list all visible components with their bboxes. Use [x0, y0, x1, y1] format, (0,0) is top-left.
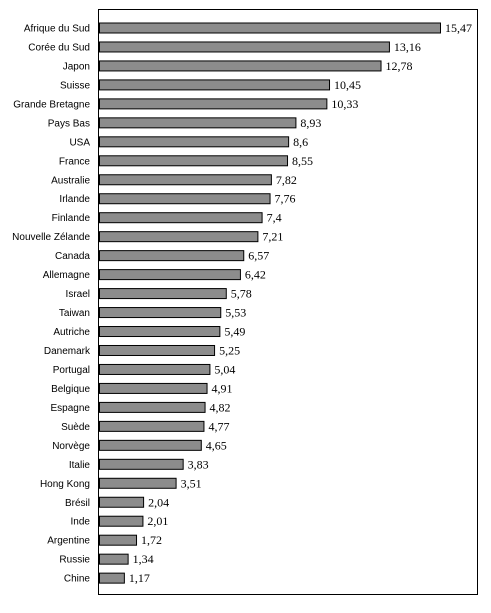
bar-canada	[99, 250, 245, 262]
category-label-afrique-du-sud: Afrique du Sud	[24, 24, 90, 35]
bar-grande-bretagne	[99, 98, 328, 110]
bar-portugal	[99, 363, 211, 375]
bar-irlande	[99, 193, 271, 205]
value-label-bresil: 2,04	[148, 495, 169, 509]
bars-group	[99, 22, 441, 584]
category-label-italie: Italie	[69, 460, 91, 471]
bar-allemagne	[99, 269, 241, 281]
value-label-norvege: 4,65	[206, 438, 227, 452]
category-label-france: France	[59, 156, 91, 167]
category-label-nouvelle-zelande: Nouvelle Zélande	[12, 232, 90, 243]
category-label-inde: Inde	[71, 517, 91, 528]
value-label-italie: 3,83	[188, 457, 209, 471]
bar-chine	[99, 572, 125, 584]
value-label-grande-bretagne: 10,33	[331, 97, 358, 111]
bar-norvege	[99, 439, 202, 451]
bar-france	[99, 155, 289, 167]
bar-afrique-du-sud	[99, 22, 441, 34]
bar-hong-kong	[99, 477, 177, 489]
bar-argentine	[99, 534, 138, 546]
bar-suede	[99, 420, 205, 432]
category-label-espagne: Espagne	[51, 403, 91, 414]
value-labels-group: 15,47 13,16 12,78 10,45 10,33 8,93 8,6 8,55 7,82…	[129, 21, 472, 585]
category-label-allemagne: Allemagne	[43, 270, 91, 281]
category-label-bresil: Brésil	[65, 498, 90, 509]
bar-nouvelle-zelande	[99, 231, 259, 243]
category-label-israel: Israel	[66, 289, 90, 300]
value-label-irlande: 7,76	[275, 192, 296, 206]
value-label-pays-bas: 8,93	[300, 116, 321, 130]
bar-belgique	[99, 382, 208, 394]
category-label-coree-du-sud: Corée du Sud	[28, 42, 90, 53]
bar-japon	[99, 60, 382, 72]
category-label-argentine: Argentine	[47, 536, 90, 547]
value-label-hong-kong: 3,51	[181, 476, 202, 490]
category-label-finlande: Finlande	[52, 213, 91, 224]
bar-russie	[99, 553, 129, 565]
category-label-suisse: Suisse	[60, 80, 90, 91]
category-label-autriche: Autriche	[53, 327, 90, 338]
category-label-pays-bas: Pays Bas	[48, 118, 90, 129]
bar-danemark	[99, 344, 216, 356]
value-label-chine: 1,17	[129, 571, 150, 585]
value-label-japon: 12,78	[386, 59, 413, 73]
category-label-grande-bretagne: Grande Bretagne	[13, 99, 90, 110]
bar-espagne	[99, 401, 206, 413]
category-label-norvege: Norvège	[52, 441, 90, 452]
value-label-afrique-du-sud: 15,47	[445, 21, 472, 35]
value-label-canada: 6,57	[248, 249, 269, 263]
bar-australie	[99, 174, 272, 186]
bar-coree-du-sud	[99, 41, 390, 53]
category-label-canada: Canada	[55, 251, 90, 262]
bar-italie	[99, 458, 184, 470]
bar-usa	[99, 136, 290, 148]
category-label-taiwan: Taiwan	[59, 308, 90, 319]
category-label-usa: USA	[69, 137, 90, 148]
category-label-belgique: Belgique	[51, 384, 90, 395]
value-label-suede: 4,77	[208, 419, 229, 433]
category-label-suede: Suède	[61, 422, 90, 433]
value-label-inde: 2,01	[147, 514, 168, 528]
bar-israel	[99, 288, 227, 300]
value-label-portugal: 5,04	[214, 362, 235, 376]
value-label-danemark: 5,25	[219, 343, 240, 357]
category-label-hong-kong: Hong Kong	[40, 479, 90, 490]
value-label-coree-du-sud: 13,16	[394, 40, 421, 54]
bar-finlande	[99, 212, 263, 224]
value-label-allemagne: 6,42	[245, 268, 266, 282]
bar-autriche	[99, 326, 221, 338]
value-label-espagne: 4,82	[210, 400, 231, 414]
plot-frame	[98, 9, 478, 595]
value-label-argentine: 1,72	[141, 533, 162, 547]
value-label-belgique: 4,91	[212, 381, 233, 395]
bar-taiwan	[99, 307, 222, 319]
value-label-autriche: 5,49	[224, 325, 245, 339]
value-label-nouvelle-zelande: 7,21	[262, 230, 283, 244]
category-label-russie: Russie	[59, 555, 90, 566]
bar-bresil	[99, 496, 145, 508]
value-label-finlande: 7,4	[267, 211, 282, 225]
category-labels-group: Afrique du Sud Corée du Sud Japon Suisse Gra…	[12, 24, 91, 585]
bar-pays-bas	[99, 117, 297, 129]
value-label-israel: 5,78	[231, 287, 252, 301]
category-label-chine: Chine	[64, 574, 91, 585]
bar-inde	[99, 515, 144, 527]
value-label-australie: 7,82	[276, 173, 297, 187]
category-label-japon: Japon	[63, 61, 90, 72]
value-label-taiwan: 5,53	[225, 306, 246, 320]
category-label-australie: Australie	[51, 175, 90, 186]
category-label-irlande: Irlande	[59, 194, 90, 205]
category-label-portugal: Portugal	[53, 365, 90, 376]
value-label-france: 8,55	[292, 154, 313, 168]
value-label-russie: 1,34	[133, 552, 154, 566]
value-label-usa: 8,6	[293, 135, 308, 149]
bar-suisse	[99, 79, 331, 91]
value-label-suisse: 10,45	[334, 78, 361, 92]
category-label-danemark: Danemark	[44, 346, 91, 357]
